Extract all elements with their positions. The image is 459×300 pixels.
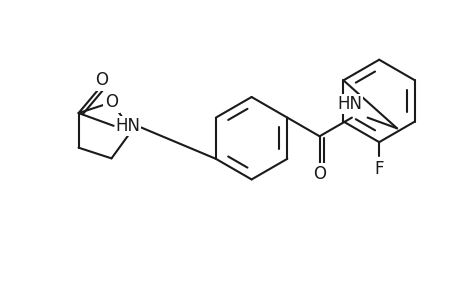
Text: O: O: [95, 71, 108, 89]
Text: O: O: [313, 165, 325, 183]
Text: F: F: [374, 160, 383, 178]
Text: HN: HN: [115, 117, 140, 135]
Text: HN: HN: [337, 95, 362, 113]
Text: O: O: [105, 93, 118, 111]
